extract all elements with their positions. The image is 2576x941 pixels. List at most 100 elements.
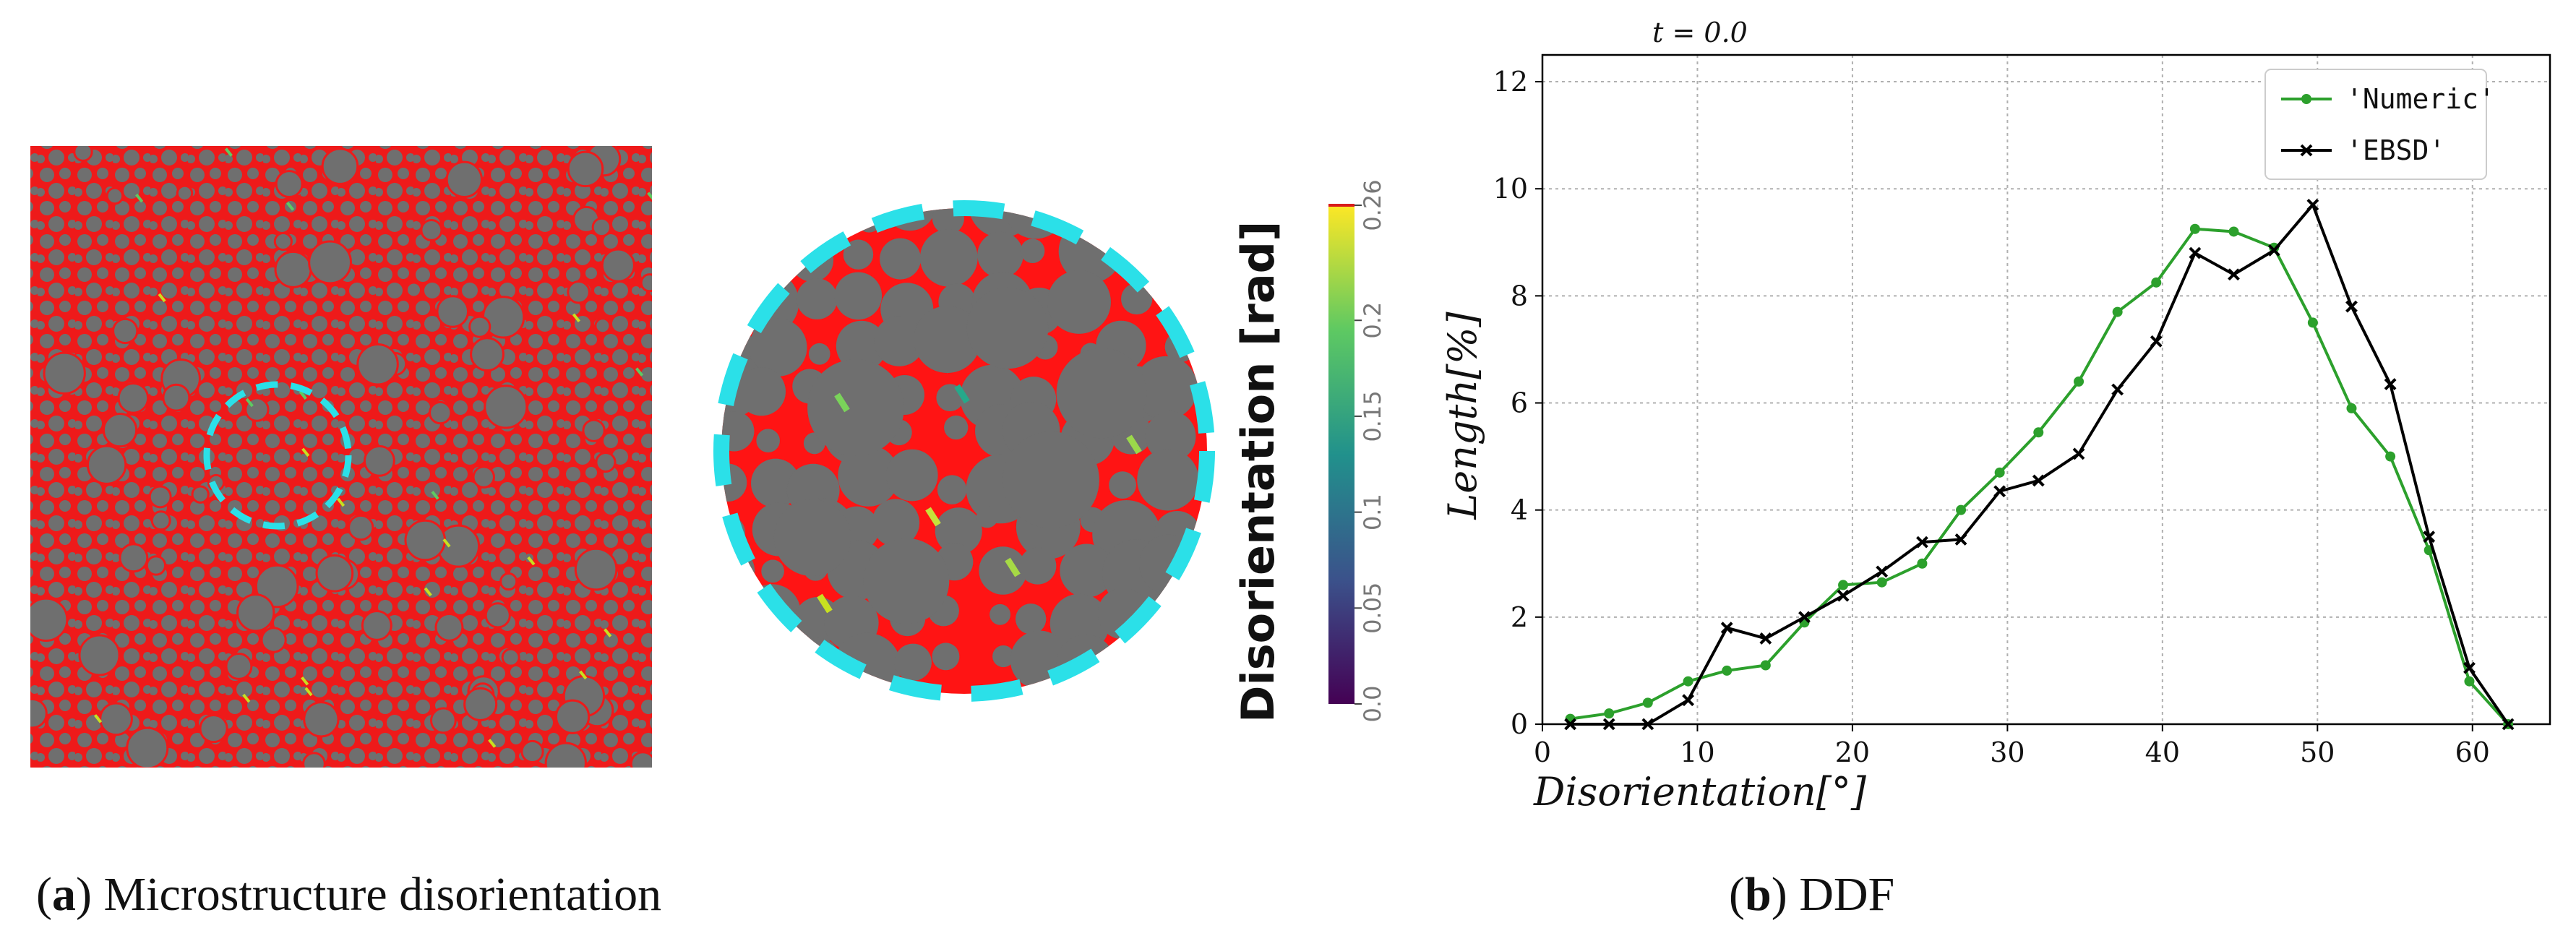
high-disorientation-boundary — [304, 687, 313, 697]
chart-title: t = 0.0 — [1652, 17, 1748, 48]
high-disorientation-boundary — [242, 693, 251, 703]
zoom-grain — [796, 278, 838, 319]
high-disorientation-boundary — [572, 313, 580, 322]
legend-marker-ebsd — [2300, 144, 2313, 157]
data-point — [2111, 383, 2124, 396]
grain — [225, 653, 253, 680]
grain — [126, 726, 169, 768]
grain — [275, 170, 304, 199]
grain — [591, 217, 612, 238]
data-point — [1604, 708, 1615, 719]
zoom-region-outline — [203, 381, 352, 530]
zoom-grain — [863, 538, 950, 624]
zoom-grain — [843, 239, 874, 270]
grain — [501, 648, 520, 667]
zoom-grain — [1047, 270, 1111, 334]
high-disorientation-boundary — [954, 384, 970, 404]
zoom-grain — [914, 306, 982, 374]
grain — [363, 444, 395, 477]
x-tick-label: 20 — [1835, 736, 1870, 768]
data-point — [2033, 427, 2044, 438]
zoom-grain — [1015, 603, 1047, 635]
high-disorientation-boundary — [224, 147, 233, 157]
high-disorientation-boundary — [301, 676, 309, 686]
grain — [567, 150, 604, 188]
high-disorientation-boundary — [158, 293, 166, 303]
grain — [119, 543, 149, 573]
high-disorientation-boundary — [442, 538, 451, 548]
microstructure-figure — [30, 146, 1215, 768]
grain — [191, 485, 210, 504]
grain — [499, 572, 518, 591]
grain — [595, 451, 617, 473]
x-tick-label: 0 — [1534, 736, 1551, 768]
data-point — [2189, 223, 2200, 234]
data-point — [2228, 268, 2240, 281]
grain — [30, 597, 69, 642]
zoom-grain — [1060, 543, 1114, 598]
grain — [472, 465, 495, 489]
data-point — [2464, 676, 2475, 687]
high-disorientation-boundary — [527, 556, 536, 566]
zoom-grain — [874, 316, 924, 366]
grain — [484, 602, 511, 629]
zoom-grain — [872, 499, 920, 547]
zoom-grain — [932, 643, 960, 671]
grain — [567, 280, 591, 304]
grain — [630, 751, 652, 768]
grain — [30, 697, 48, 729]
data-point — [2345, 300, 2358, 313]
grain — [273, 232, 293, 252]
chart-axes: 0 10 20 30 40 50 60 0 2 4 6 8 10 12 — [1493, 53, 2551, 768]
zoom-grain — [737, 367, 786, 416]
grain — [554, 699, 591, 734]
high-disorientation-boundary — [834, 392, 850, 413]
zoom-grain — [756, 429, 780, 452]
legend-label-ebsd: 'EBSD' — [2346, 134, 2445, 166]
data-point — [2307, 317, 2318, 328]
grain — [348, 514, 374, 541]
zoom-grain — [1020, 239, 1045, 263]
high-disorientation-boundary — [299, 390, 307, 400]
grain — [470, 337, 505, 372]
x-tick-label: 30 — [1990, 736, 2025, 768]
grain — [102, 412, 138, 448]
zoom-grain — [1019, 547, 1057, 585]
grain — [176, 184, 194, 202]
high-disorientation-boundary — [488, 739, 497, 748]
high-disorientation-boundary — [1005, 557, 1021, 577]
grain — [302, 752, 326, 768]
data-point — [2074, 376, 2085, 387]
microstructure-map — [30, 146, 652, 768]
zoom-grain — [966, 287, 1049, 369]
data-point — [1954, 533, 1967, 546]
grain — [582, 418, 606, 442]
y-tick-label: 4 — [1511, 494, 1528, 526]
data-point — [1720, 622, 1733, 635]
zoom-grain — [1145, 411, 1196, 462]
zoom-grain — [808, 343, 830, 365]
zoom-grain — [989, 603, 1011, 625]
x-tick-label: 40 — [2145, 736, 2180, 768]
zoom-grain — [1056, 348, 1147, 439]
data-point — [2385, 451, 2396, 462]
zoom-grain — [749, 318, 807, 377]
high-disorientation-boundary — [604, 628, 612, 637]
grain — [434, 612, 464, 642]
grain — [356, 343, 399, 386]
data-point — [1682, 694, 1695, 707]
grain — [254, 564, 299, 609]
zoom-grain — [919, 228, 978, 287]
data-point — [1916, 536, 1928, 549]
zoom-grain — [976, 506, 998, 528]
series-numeric — [1565, 223, 2514, 729]
data-point — [1641, 718, 1654, 731]
data-point — [1602, 718, 1615, 731]
grain — [640, 273, 652, 293]
data-point — [2463, 661, 2476, 674]
grain — [106, 186, 124, 205]
grain — [574, 547, 618, 591]
data-point — [2072, 447, 2085, 460]
grain — [544, 742, 587, 768]
zoom-grain — [886, 449, 938, 502]
